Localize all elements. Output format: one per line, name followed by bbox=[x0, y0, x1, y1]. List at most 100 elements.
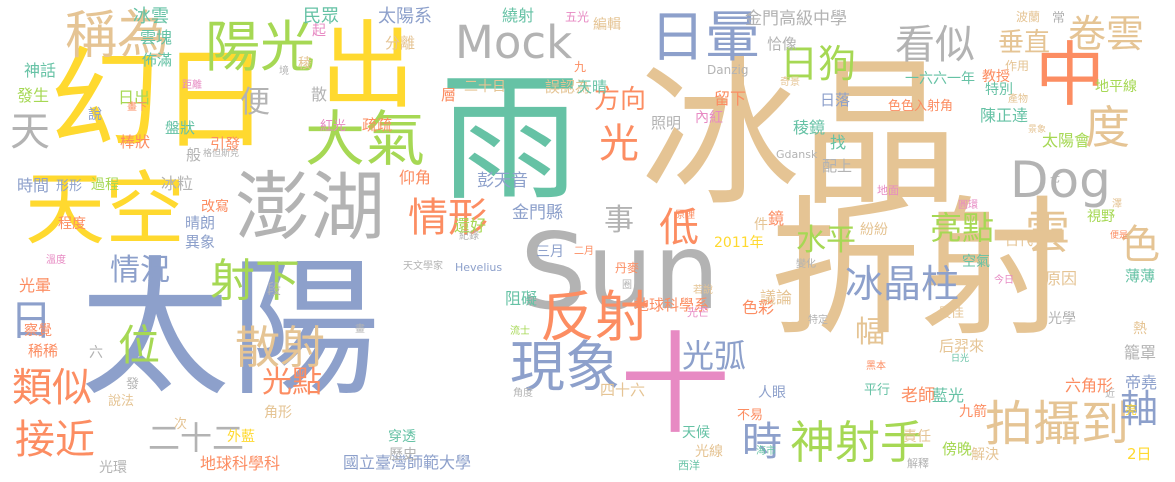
cloud-word: 段 bbox=[267, 282, 281, 298]
cloud-word: 地平線 bbox=[1095, 79, 1137, 95]
cloud-word: 二月 bbox=[574, 246, 594, 257]
cloud-word: 出 bbox=[320, 12, 416, 122]
cloud-word: 內紅 bbox=[695, 110, 723, 126]
cloud-word: 件 bbox=[754, 217, 768, 233]
cloud-word: 雲 bbox=[1025, 206, 1071, 259]
cloud-word: 光環 bbox=[99, 460, 127, 476]
cloud-word: 光學 bbox=[1048, 311, 1076, 327]
cloud-word: 后羿來 bbox=[939, 337, 985, 355]
cloud-word: 留下 bbox=[714, 89, 747, 108]
cloud-word: 軸 bbox=[1120, 387, 1159, 431]
cloud-word: 卷雲 bbox=[1068, 12, 1145, 56]
cloud-word: 六 bbox=[89, 345, 103, 361]
cloud-word: 冰雲 bbox=[133, 6, 169, 27]
cloud-word: 散射 bbox=[235, 321, 326, 374]
cloud-word: 海市 bbox=[756, 446, 776, 457]
cloud-word: 原理 bbox=[675, 210, 695, 221]
cloud-word: 佈滿 bbox=[142, 51, 173, 69]
cloud-word: 色色入射角 bbox=[888, 99, 954, 114]
cloud-word: 古代 bbox=[1005, 233, 1033, 249]
cloud-word: 盤狀 bbox=[165, 119, 196, 137]
cloud-word: 亮點 bbox=[930, 209, 995, 247]
cloud-word: 特別 bbox=[985, 82, 1013, 98]
cloud-word: 時間 bbox=[17, 176, 50, 195]
cloud-word: 老師 bbox=[901, 386, 935, 406]
cloud-word: 若說 bbox=[693, 285, 713, 296]
cloud-word: 分離 bbox=[385, 34, 416, 52]
cloud-word: 波蘭 bbox=[1016, 10, 1041, 24]
cloud-word: 薄薄 bbox=[1125, 267, 1156, 285]
cloud-word: 地面 bbox=[877, 184, 899, 197]
cloud-word: 色彩 bbox=[742, 298, 775, 317]
cloud-word: 紅光 bbox=[320, 119, 347, 134]
cloud-word: 澎湖 bbox=[235, 163, 386, 251]
cloud-word: 說 bbox=[88, 107, 102, 123]
cloud-word: 丹麥 bbox=[615, 261, 640, 275]
cloud-word: 畫 bbox=[355, 324, 365, 335]
cloud-word: 九箭 bbox=[959, 404, 987, 420]
cloud-word: 照明 bbox=[651, 114, 682, 132]
cloud-word: 特定 bbox=[808, 315, 828, 326]
cloud-word: 鏡 bbox=[768, 209, 785, 228]
cloud-word: 帝堯 bbox=[1125, 373, 1158, 392]
cloud-word: 金門縣 bbox=[512, 203, 563, 223]
cloud-word: 接近 bbox=[15, 417, 95, 463]
cloud-word: 引發 bbox=[210, 135, 241, 153]
cloud-word: Hevelius bbox=[455, 261, 503, 274]
cloud-word: 十 bbox=[620, 321, 730, 449]
cloud-word: 事 bbox=[604, 203, 634, 238]
cloud-word: 光弧 bbox=[682, 337, 747, 375]
cloud-word: 變化 bbox=[796, 259, 816, 270]
cloud-word: 看似 bbox=[895, 22, 975, 68]
cloud-word: 低 bbox=[652, 206, 698, 246]
cloud-word: 人眼 bbox=[758, 385, 786, 401]
cloud-word: 發 bbox=[126, 377, 140, 392]
cloud-word: 圓環 bbox=[958, 200, 978, 211]
cloud-word: 散 bbox=[311, 85, 328, 104]
cloud-word: 日光 bbox=[951, 354, 970, 364]
cloud-word: 編輯 bbox=[593, 17, 621, 33]
cloud-word: 時 bbox=[742, 419, 782, 465]
cloud-word: 近 bbox=[1105, 389, 1115, 400]
cloud-word: 發生 bbox=[17, 86, 50, 105]
cloud-word: 景象 bbox=[1028, 125, 1047, 135]
cloud-word: Mock bbox=[455, 16, 573, 69]
cloud-word: 原因 bbox=[1045, 269, 1078, 288]
cloud-word: 般 bbox=[186, 146, 202, 164]
cloud-word: 境 bbox=[279, 66, 289, 77]
cloud-word: 找 bbox=[830, 133, 847, 152]
cloud-word: 責任 bbox=[903, 429, 931, 445]
cloud-word: 七 bbox=[1050, 174, 1060, 185]
cloud-word: 藍光 bbox=[932, 386, 965, 405]
cloud-word: 距離 bbox=[182, 80, 202, 91]
cloud-word: 恰像 bbox=[767, 35, 798, 53]
cloud-word: 傍晚 bbox=[942, 440, 973, 458]
cloud-word: 冰晶柱 bbox=[845, 262, 960, 306]
cloud-word: 反射 bbox=[540, 285, 651, 349]
cloud-word: 雨 bbox=[440, 58, 581, 221]
cloud-word: 黑本 bbox=[866, 361, 886, 372]
cloud-word: 格但斯克 bbox=[203, 149, 240, 159]
cloud-word: 仰角 bbox=[399, 168, 432, 187]
cloud-word: 光暈 bbox=[19, 276, 52, 295]
cloud-word: 籠罩 bbox=[1124, 343, 1157, 362]
cloud-word: 熱 bbox=[1133, 321, 1147, 337]
cloud-word: 情形 bbox=[408, 195, 488, 241]
cloud-word: 空氣 bbox=[962, 254, 990, 270]
cloud-word: Sun bbox=[520, 211, 720, 333]
cloud-word: 澤 bbox=[1112, 199, 1122, 210]
cloud-word: 教授 bbox=[982, 69, 1010, 85]
cloud-word: 位 bbox=[118, 321, 161, 370]
cloud-word: 水平 bbox=[796, 223, 856, 258]
cloud-word: 流士 bbox=[510, 326, 530, 337]
cloud-word: 光點 bbox=[262, 365, 322, 400]
cloud-word: 大氣 bbox=[305, 105, 425, 175]
cloud-word: 角度 bbox=[513, 388, 533, 399]
cloud-word: 陽光 bbox=[205, 15, 316, 79]
cloud-word: 日狗 bbox=[780, 42, 857, 86]
cloud-word: 折射 bbox=[770, 183, 1071, 357]
cloud-word: 光芒 bbox=[687, 306, 709, 319]
cloud-word: Gdansk bbox=[776, 148, 818, 161]
cloud-word: 太陽 bbox=[80, 243, 381, 417]
cloud-word: 一六六一年 bbox=[905, 71, 975, 87]
